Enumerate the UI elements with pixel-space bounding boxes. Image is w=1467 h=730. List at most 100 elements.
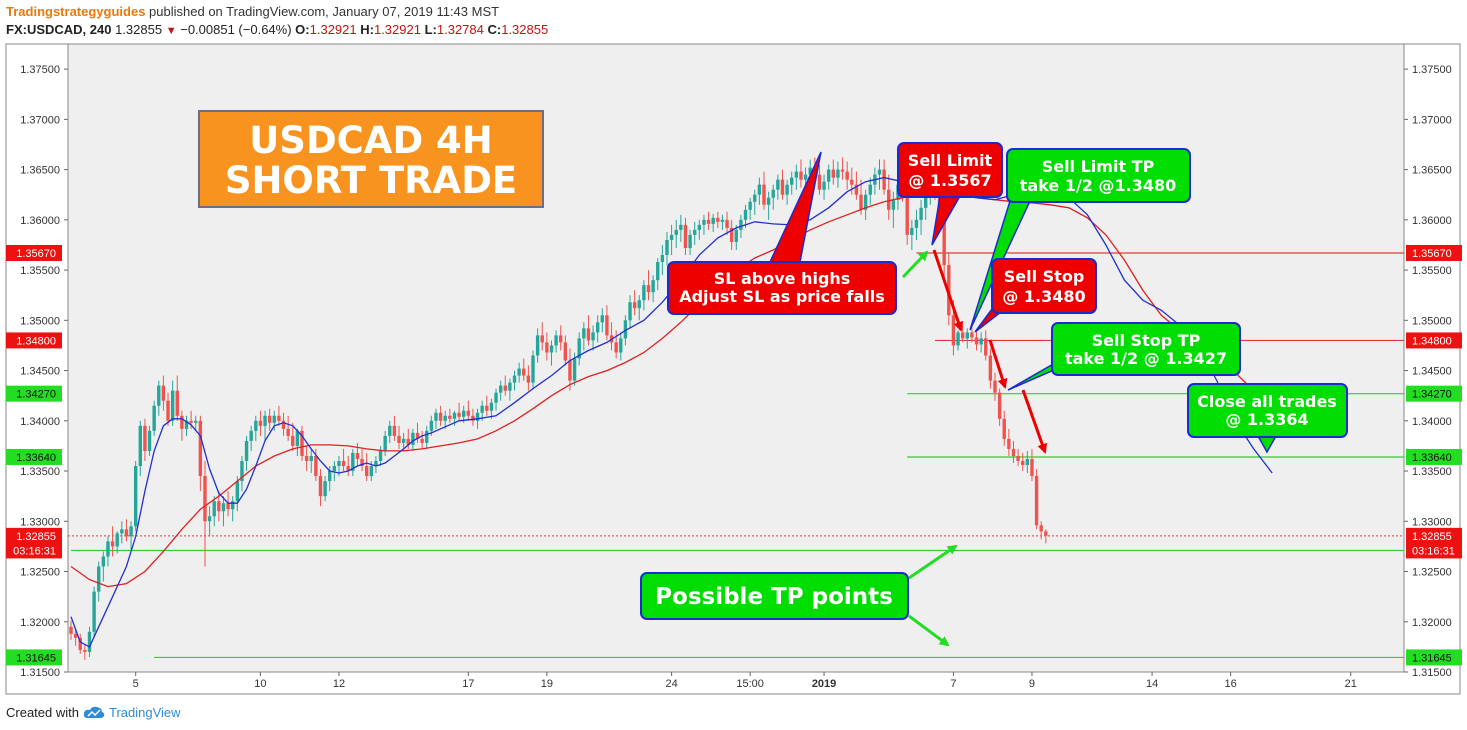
y-tick-label-right: 1.37500 xyxy=(1412,64,1452,76)
y-tick-label-right: 1.34500 xyxy=(1412,366,1452,378)
candle-body xyxy=(656,262,660,281)
candle-body xyxy=(346,466,350,472)
candle-body xyxy=(235,481,240,502)
green-arrow-entry xyxy=(901,250,929,279)
candle-body xyxy=(845,171,849,180)
candle-body xyxy=(586,328,591,341)
candle-body xyxy=(143,425,147,451)
candle-body xyxy=(762,184,766,205)
candle-body xyxy=(452,412,457,419)
candle-body xyxy=(706,219,711,224)
candle-body xyxy=(993,380,997,393)
candle-body xyxy=(124,529,129,537)
candle-body xyxy=(595,322,600,333)
y-tick-label-right: 1.35000 xyxy=(1412,315,1452,327)
candle-body xyxy=(540,335,544,343)
candle-body xyxy=(711,217,715,224)
candle-body xyxy=(1002,418,1006,439)
red-arrow-2 xyxy=(988,339,1008,389)
candle-body xyxy=(632,302,637,309)
candle-body xyxy=(840,169,845,172)
last-price: 1.32855 xyxy=(115,22,163,37)
price-tag-left-text: 1.35670 xyxy=(16,248,56,260)
candle-body xyxy=(646,285,651,293)
green-arrow-tp-upper xyxy=(908,544,958,580)
green-arrow-tp-lower xyxy=(908,614,950,647)
candle-body xyxy=(651,280,655,293)
candle-body xyxy=(1011,448,1016,456)
x-tick-label: 12 xyxy=(333,678,345,690)
candle-body xyxy=(924,191,928,208)
candle-body xyxy=(877,169,882,175)
candle-body xyxy=(489,402,494,411)
candle-body xyxy=(448,415,452,419)
y-tick-label-left: 1.35500 xyxy=(20,265,60,277)
candle-body xyxy=(919,207,923,220)
candle-body xyxy=(401,438,406,443)
price-tag-left-text: 1.32855 xyxy=(16,531,56,543)
candle-body xyxy=(92,591,96,632)
candle-body xyxy=(166,400,170,421)
candle-body xyxy=(498,385,503,393)
sell-stop-tp-line-2: take 1/2 @ 1.3427 xyxy=(1065,349,1227,368)
title-line-2: SHORT TRADE xyxy=(225,159,517,202)
y-tick-label-left: 1.36000 xyxy=(20,215,60,227)
candle-body xyxy=(868,184,872,195)
candle-body xyxy=(535,335,540,356)
y-tick-label-right: 1.37000 xyxy=(1412,114,1452,126)
candle-body xyxy=(794,171,799,178)
candle-body xyxy=(697,224,702,230)
candle-body xyxy=(951,315,956,346)
publisher-name[interactable]: Tradingstrategyguides xyxy=(6,4,146,19)
footer: Created with TradingView xyxy=(6,705,181,720)
x-tick-label: 5 xyxy=(133,678,139,690)
candle-body xyxy=(411,432,415,445)
candle-body xyxy=(582,328,586,339)
candle-body xyxy=(739,219,743,230)
candle-body xyxy=(434,412,438,421)
candle-body xyxy=(637,300,641,309)
y-tick-label-right: 1.34000 xyxy=(1412,416,1452,428)
possible-tp-text: Possible TP points xyxy=(655,584,893,610)
price-tag-left xyxy=(6,527,62,544)
candle-body xyxy=(568,360,572,381)
candle-body xyxy=(388,425,392,436)
tradingview-brand[interactable]: TradingView xyxy=(108,705,181,720)
candle-body xyxy=(129,526,133,537)
y-tick-label-left: 1.34500 xyxy=(20,366,60,378)
candle-body xyxy=(674,229,678,235)
sl-callout-box xyxy=(667,261,897,315)
candle-body xyxy=(475,412,480,421)
red-arrow-1 xyxy=(932,249,964,332)
candle-body xyxy=(979,338,983,345)
candle-body xyxy=(147,430,152,451)
low-label: L: xyxy=(424,22,437,37)
candle-body xyxy=(729,227,734,242)
open-value: 1.32921 xyxy=(309,22,357,37)
candle-body xyxy=(716,217,720,222)
price-tag-right-text: 1.32855 xyxy=(1412,531,1452,543)
candle-body xyxy=(591,332,595,341)
sell-stop-line-2: @ 1.3480 xyxy=(1002,287,1085,306)
y-tick-label-left: 1.34000 xyxy=(20,416,60,428)
candle-body xyxy=(494,392,498,403)
candle-body xyxy=(221,503,226,512)
candle-body xyxy=(803,174,808,180)
price-tag-left-text: 1.33640 xyxy=(16,452,56,464)
candle-body xyxy=(69,626,73,634)
candle-body xyxy=(332,466,337,472)
candle-body xyxy=(910,227,914,235)
candle-body xyxy=(743,209,748,220)
candle-body xyxy=(887,189,891,210)
price-tag-right xyxy=(1406,385,1462,402)
y-tick-label-right: 1.33500 xyxy=(1412,466,1452,478)
candle-body xyxy=(512,375,517,383)
candle-body xyxy=(267,415,272,423)
candle-body xyxy=(277,415,281,421)
y-tick-label-right: 1.36000 xyxy=(1412,215,1452,227)
candle-body xyxy=(720,219,725,222)
price-tag-left xyxy=(6,332,62,349)
price-tag-right-text: 1.34270 xyxy=(1412,389,1452,401)
candle-body xyxy=(1025,458,1030,466)
